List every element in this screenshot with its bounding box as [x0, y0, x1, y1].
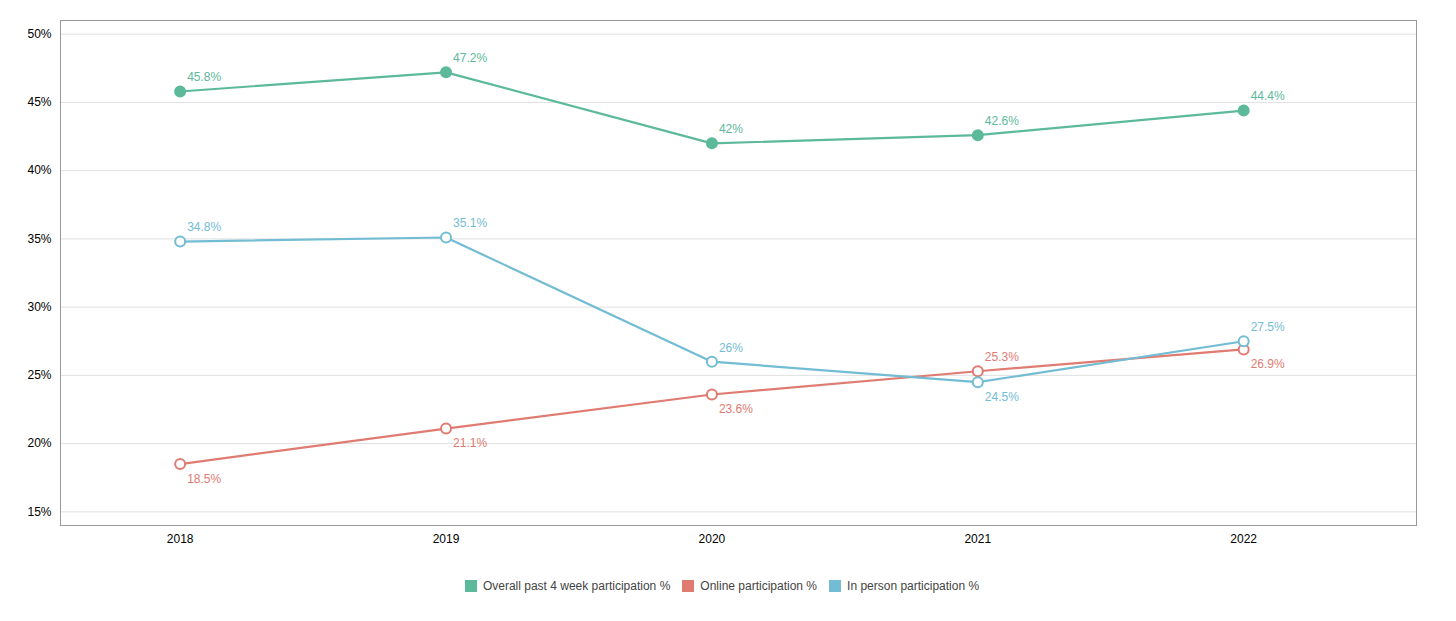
svg-text:40%: 40%: [27, 163, 51, 177]
svg-text:2021: 2021: [964, 532, 991, 546]
svg-text:27.5%: 27.5%: [1251, 320, 1285, 334]
svg-text:23.6%: 23.6%: [719, 402, 753, 416]
svg-text:45%: 45%: [27, 95, 51, 109]
html-text:Online participation %: Online participation %: [700, 578, 817, 593]
svg-text:24.5%: 24.5%: [985, 390, 1019, 404]
svg-text:2018: 2018: [167, 532, 194, 546]
svg-text:50%: 50%: [27, 27, 51, 41]
svg-text:45.8%: 45.8%: [187, 70, 221, 84]
svg-text:21.1%: 21.1%: [453, 436, 487, 450]
svg-text:25%: 25%: [27, 368, 51, 382]
svg-text:26.9%: 26.9%: [1251, 357, 1285, 371]
svg-text:26%: 26%: [719, 341, 743, 355]
svg-text:42%: 42%: [719, 122, 743, 136]
html-text:In person participation %: In person participation %: [847, 578, 980, 593]
svg-text:44.4%: 44.4%: [1251, 89, 1285, 103]
svg-text:25.3%: 25.3%: [985, 350, 1019, 364]
svg-text:34.8%: 34.8%: [187, 220, 221, 234]
svg-text:18.5%: 18.5%: [187, 472, 221, 486]
svg-text:2019: 2019: [433, 532, 460, 546]
svg-text:47.2%: 47.2%: [453, 51, 487, 65]
svg-text:2022: 2022: [1230, 532, 1257, 546]
svg-text:2020: 2020: [699, 532, 726, 546]
svg-text:20%: 20%: [27, 436, 51, 450]
svg-text:30%: 30%: [27, 300, 51, 314]
html-text:Overall past 4 week participat: Overall past 4 week participation %: [482, 578, 671, 593]
svg-text:35%: 35%: [27, 232, 51, 246]
svg-text:35.1%: 35.1%: [453, 216, 487, 230]
svg-text:42.6%: 42.6%: [985, 114, 1019, 128]
svg-text:15%: 15%: [27, 505, 51, 519]
